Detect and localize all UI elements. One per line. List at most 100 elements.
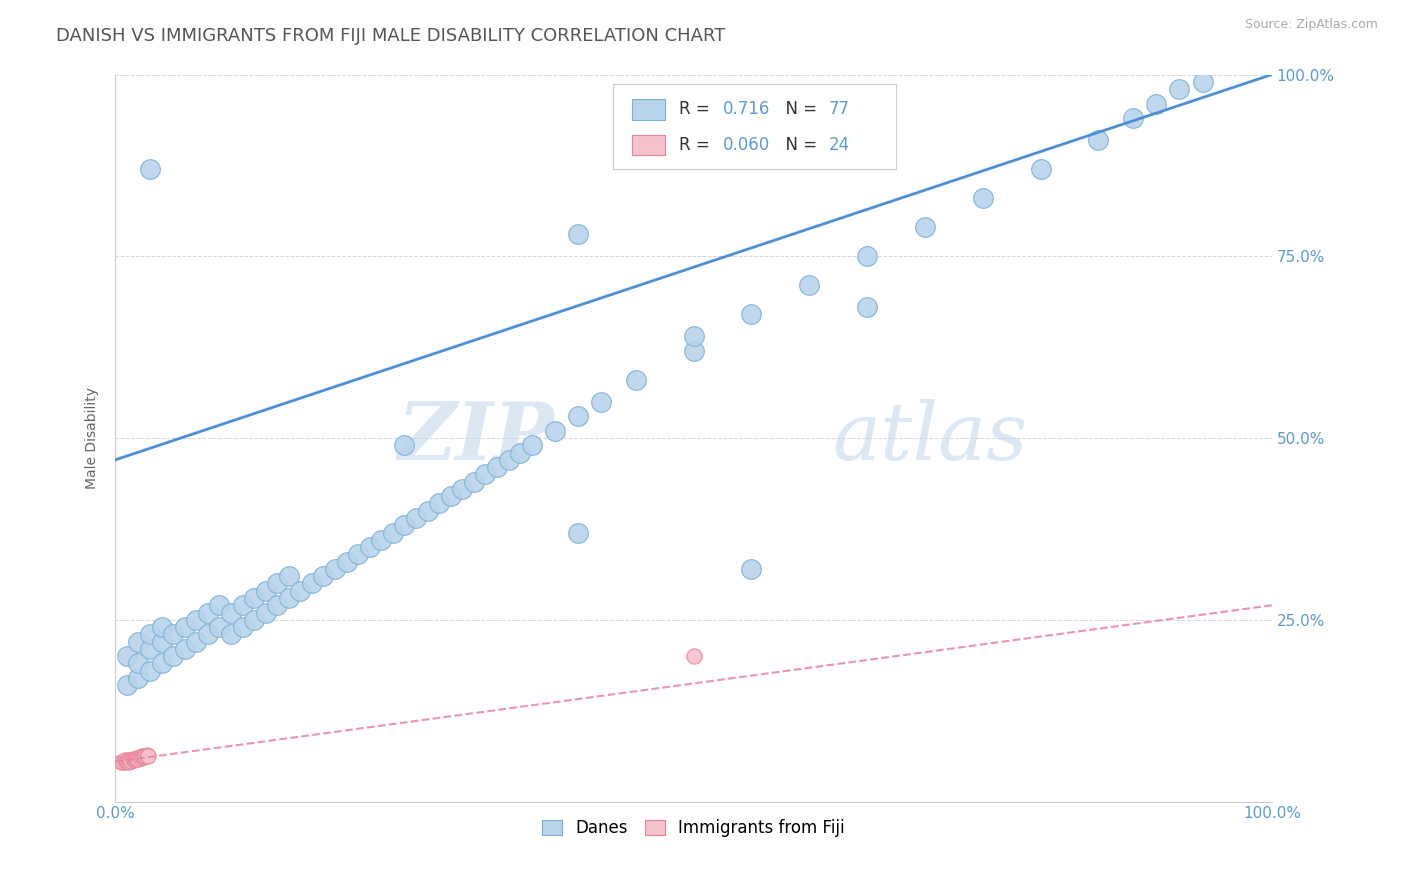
Point bbox=[394, 438, 416, 452]
Point bbox=[132, 750, 155, 764]
Point bbox=[131, 749, 153, 764]
Point bbox=[127, 657, 149, 671]
Point bbox=[231, 599, 253, 613]
Point bbox=[208, 620, 231, 634]
Point bbox=[359, 540, 381, 554]
Point bbox=[173, 641, 195, 656]
Point bbox=[118, 755, 141, 769]
Text: 77: 77 bbox=[830, 101, 849, 119]
Point bbox=[301, 576, 323, 591]
Point bbox=[125, 752, 148, 766]
Y-axis label: Male Disability: Male Disability bbox=[86, 387, 100, 489]
Point bbox=[122, 753, 145, 767]
Point bbox=[856, 300, 879, 314]
Point bbox=[127, 671, 149, 685]
Point bbox=[972, 191, 994, 205]
Point bbox=[219, 606, 242, 620]
Point bbox=[463, 475, 485, 489]
Point bbox=[682, 343, 704, 358]
Text: 0.716: 0.716 bbox=[723, 101, 770, 119]
Point bbox=[799, 278, 821, 293]
Point bbox=[440, 489, 463, 503]
Point bbox=[856, 249, 879, 263]
Point bbox=[509, 445, 531, 459]
Point bbox=[112, 755, 135, 769]
Point bbox=[416, 504, 439, 518]
Point bbox=[150, 620, 173, 634]
Point bbox=[914, 220, 936, 235]
Point bbox=[110, 755, 132, 769]
Point bbox=[162, 649, 184, 664]
Point bbox=[121, 754, 143, 768]
Point bbox=[277, 569, 299, 583]
Point bbox=[682, 329, 704, 343]
FancyBboxPatch shape bbox=[613, 84, 896, 169]
Text: 0.060: 0.060 bbox=[723, 136, 769, 154]
Point bbox=[1087, 133, 1109, 147]
Point bbox=[1144, 96, 1167, 111]
Point bbox=[254, 583, 277, 598]
Point bbox=[150, 657, 173, 671]
Point bbox=[427, 496, 450, 510]
Point bbox=[197, 627, 219, 641]
Point bbox=[115, 678, 138, 692]
Point bbox=[740, 308, 762, 322]
Point bbox=[134, 748, 156, 763]
Point bbox=[266, 576, 288, 591]
Point bbox=[128, 750, 150, 764]
Text: 24: 24 bbox=[830, 136, 851, 154]
Point bbox=[474, 467, 496, 482]
Point bbox=[186, 634, 208, 648]
Text: N =: N = bbox=[775, 136, 823, 154]
Point bbox=[1029, 162, 1052, 177]
Point bbox=[682, 649, 704, 664]
Point bbox=[186, 613, 208, 627]
Point bbox=[135, 747, 157, 762]
Point bbox=[231, 620, 253, 634]
Point bbox=[129, 751, 152, 765]
Point bbox=[312, 569, 335, 583]
Point bbox=[381, 525, 404, 540]
Point bbox=[1122, 111, 1144, 125]
Point bbox=[254, 606, 277, 620]
Point bbox=[740, 562, 762, 576]
Point bbox=[567, 409, 589, 424]
Point bbox=[485, 460, 508, 475]
Point bbox=[567, 227, 589, 242]
FancyBboxPatch shape bbox=[633, 135, 665, 155]
Point bbox=[115, 649, 138, 664]
Point bbox=[544, 424, 567, 438]
Point bbox=[405, 511, 427, 525]
Point bbox=[162, 627, 184, 641]
Text: atlas: atlas bbox=[832, 400, 1028, 477]
Point bbox=[243, 613, 266, 627]
Point bbox=[136, 748, 159, 763]
Point bbox=[127, 751, 149, 765]
Text: ZIP: ZIP bbox=[398, 400, 555, 477]
Point bbox=[120, 753, 142, 767]
Point bbox=[114, 753, 136, 767]
Point bbox=[197, 606, 219, 620]
Point bbox=[124, 752, 146, 766]
Text: N =: N = bbox=[775, 101, 823, 119]
Point bbox=[336, 555, 359, 569]
Point bbox=[139, 162, 162, 177]
Point bbox=[139, 641, 162, 656]
Point bbox=[1191, 75, 1213, 89]
Legend: Danes, Immigrants from Fiji: Danes, Immigrants from Fiji bbox=[536, 813, 852, 844]
Point bbox=[347, 547, 370, 561]
Point bbox=[114, 756, 136, 770]
Point bbox=[451, 482, 474, 496]
Point bbox=[173, 620, 195, 634]
Text: Source: ZipAtlas.com: Source: ZipAtlas.com bbox=[1244, 18, 1378, 31]
Point bbox=[624, 373, 647, 387]
Point bbox=[243, 591, 266, 605]
Point bbox=[266, 599, 288, 613]
Point bbox=[277, 591, 299, 605]
Point bbox=[323, 562, 346, 576]
Text: R =: R = bbox=[679, 101, 714, 119]
Point bbox=[219, 627, 242, 641]
FancyBboxPatch shape bbox=[633, 99, 665, 120]
Point bbox=[127, 752, 149, 766]
Point bbox=[498, 453, 520, 467]
